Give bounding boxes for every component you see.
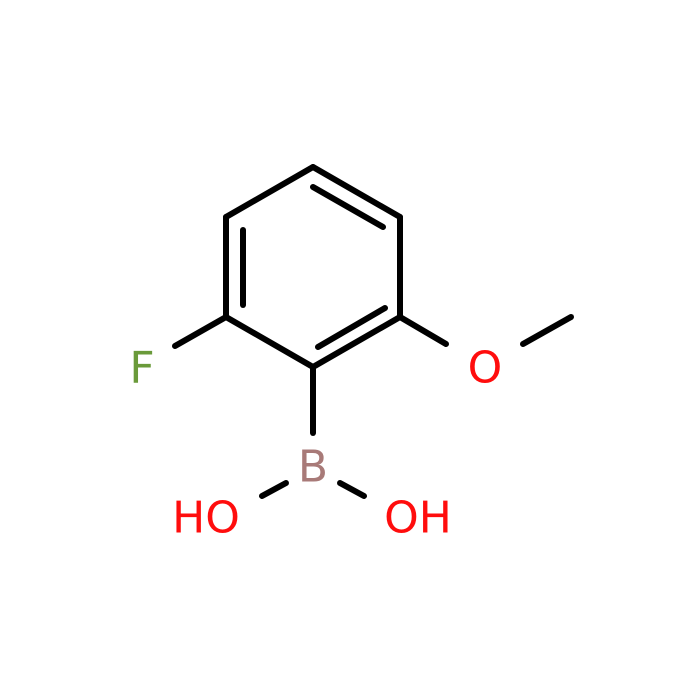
c-f-bond [172,314,229,349]
b-oh-bond [337,480,367,499]
atom-label: HO [172,493,240,544]
ring-bond [223,164,316,220]
ring-bond [223,314,316,370]
bonds [172,164,574,499]
inner-double-bond [310,184,386,230]
c-o-bond [397,314,449,347]
atom-label: O [468,343,503,394]
ring-bond [310,314,403,370]
atom-label: F [129,343,154,394]
o-ch3-bond [520,314,574,347]
atom-label: B [298,442,328,493]
b-oh-bond [259,480,289,499]
ring-bond [310,164,403,220]
inner-double-bond [315,305,388,350]
atom-label: OH [384,493,452,544]
